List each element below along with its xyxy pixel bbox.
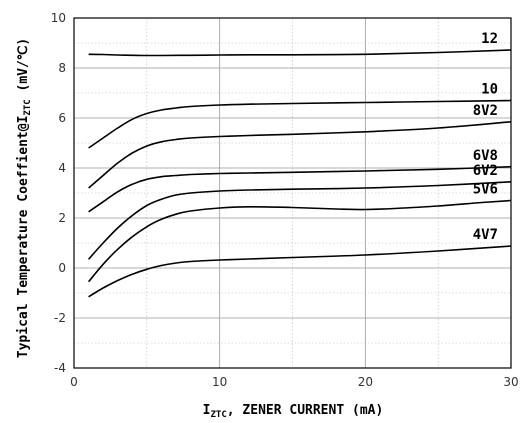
series-line-5v6 (87, 199, 512, 283)
series-line-6v2 (87, 181, 512, 260)
minor-grid (74, 18, 511, 368)
series-line-8v2 (88, 121, 512, 189)
series-label-5v6: 5V6 (473, 182, 498, 198)
y-axis-title: Typical Temperature Coeffient@IZTC (mV/℃… (16, 38, 33, 358)
y-tick-label: -2 (54, 311, 66, 325)
series-label-8v2: 8V2 (473, 103, 498, 119)
series-line-10 (88, 99, 512, 149)
x-tick-label: 10 (212, 375, 227, 389)
y-tick-label: 0 (58, 261, 66, 275)
series-label-6v8: 6V8 (473, 148, 498, 164)
x-axis-title: IZTC, ZENER CURRENT (mA) (203, 403, 384, 420)
y-tick-label: 2 (58, 211, 66, 225)
series-line-12 (88, 49, 512, 57)
series-line-6v8 (88, 165, 512, 213)
plot-frame (73, 17, 512, 369)
y-tick-label: -4 (54, 361, 66, 375)
major-grid (74, 18, 511, 368)
x-tick-label: 20 (358, 375, 373, 389)
series-lines (87, 49, 512, 298)
series-label-4v7: 4V7 (473, 227, 498, 243)
x-tick-label: 0 (70, 375, 78, 389)
x-tick-labels: 0 10 20 30 (70, 375, 518, 389)
y-tick-label: 8 (58, 61, 66, 75)
series-label-6v2: 6V2 (473, 163, 498, 179)
x-tick-label: 30 (503, 375, 518, 389)
y-tick-label: 6 (58, 111, 66, 125)
y-tick-label: 4 (58, 161, 66, 175)
y-tick-labels: 10 8 6 4 2 0 -2 -4 (51, 11, 66, 375)
series-line-4v7 (88, 245, 512, 298)
y-tick-label: 10 (51, 11, 66, 25)
series-label-12: 12 (481, 31, 498, 47)
series-label-10: 10 (481, 82, 498, 98)
